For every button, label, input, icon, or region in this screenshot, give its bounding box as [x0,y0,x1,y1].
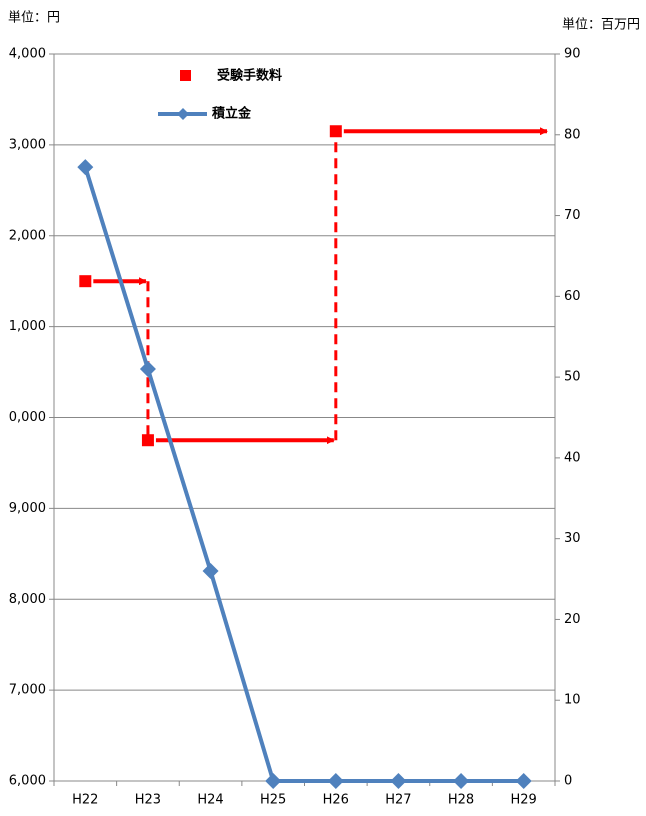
y-tick-label: 9,000 [9,501,46,516]
series-marker [77,159,94,176]
x-tick-label: H25 [260,793,286,808]
y2-tick-label: 50 [564,370,581,385]
x-tick-label: H24 [197,793,223,808]
series-marker [141,434,154,447]
series-marker [265,773,282,789]
series-marker [390,773,407,789]
y-tick-label: 3,000 [9,137,46,152]
series-marker [202,562,219,579]
y-tick-label: 7,000 [9,683,46,698]
series-marker [139,361,156,378]
legend-label: 受験手数料 [217,68,282,84]
y2-tick-label: 80 [564,127,581,142]
x-tick-label: H22 [72,793,98,808]
x-tick-label: H26 [323,793,349,808]
y2-tick-label: 40 [564,450,581,465]
y-tick-label: 2,000 [9,228,46,243]
legend-swatch [177,108,189,120]
y-tick-label: 0,000 [9,410,46,425]
y-tick-label: 8,000 [9,592,46,607]
y-tick-label: 1,000 [9,319,46,334]
legend-swatch [180,70,191,81]
series-marker [515,773,532,789]
x-tick-label: H28 [448,793,474,808]
y2-tick-label: 30 [564,531,581,546]
x-tick-label: H27 [385,793,411,808]
series-marker [453,773,470,789]
series-marker [327,773,344,789]
y2-tick-label: 0 [564,774,572,789]
series-line [83,166,524,783]
legend-label: 積立金 [211,106,252,122]
y2-tick-label: 90 [564,47,581,62]
left-unit: 単位：円 [8,10,60,26]
y-tick-label: 4,000 [9,47,46,62]
y2-tick-label: 60 [564,289,581,304]
y2-tick-label: 70 [564,208,581,223]
x-tick-label: H23 [135,793,161,808]
y2-tick-label: 10 [564,693,581,708]
y-tick-label: 6,000 [9,774,46,789]
series-marker [329,125,342,138]
series-marker [79,275,92,288]
right-unit: 単位：百万円 [562,17,640,33]
y2-tick-label: 20 [564,612,581,627]
x-tick-label: H29 [511,793,537,808]
